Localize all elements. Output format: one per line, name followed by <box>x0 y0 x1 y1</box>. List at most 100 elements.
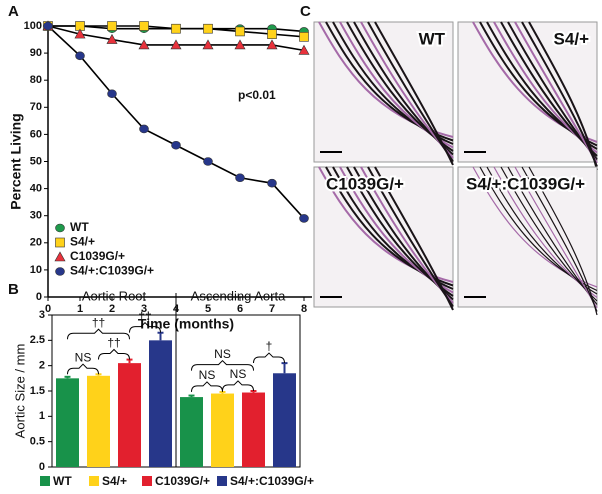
significance-bracket <box>67 363 99 375</box>
elastic-fiber <box>528 166 598 316</box>
image-label: C1039G/+ <box>326 174 404 193</box>
image-label: WT <box>419 29 446 48</box>
marker <box>235 173 245 183</box>
significance-label: †† <box>92 315 105 329</box>
group-label: Aortic Root <box>82 288 147 303</box>
elastic-fiber <box>374 21 454 166</box>
y-tick-label: 10 <box>30 264 42 276</box>
significance-bracket <box>191 381 223 392</box>
micrograph <box>313 21 454 163</box>
significance-label: †† <box>107 336 120 350</box>
y-tick-label: 0.5 <box>30 436 45 448</box>
x-tick-label: 8 <box>301 303 307 315</box>
y-tick-label: 1 <box>39 410 45 422</box>
marker <box>74 28 86 39</box>
marker <box>107 89 117 99</box>
image-panels: WT S4/+ C1039G/+ S4/+:C1039G/+ <box>313 21 598 316</box>
marker <box>75 51 85 61</box>
x-tick-label: 2 <box>109 303 115 315</box>
y-tick-label: 80 <box>30 74 42 86</box>
x-axis-label: Time (months) <box>138 316 234 332</box>
significance-bracket <box>67 328 130 340</box>
y-tick-label: 60 <box>30 128 42 140</box>
panel-label: B <box>8 281 19 298</box>
legend-label: WT <box>70 220 89 234</box>
significance-label: † <box>266 339 273 353</box>
annotation: p<0.01 <box>238 88 276 102</box>
y-axis-label: Aortic Size / mm <box>12 344 27 439</box>
legend-swatch <box>89 476 99 486</box>
marker <box>139 21 149 31</box>
bar <box>242 392 265 467</box>
micrograph <box>313 166 454 308</box>
x-tick-label: 6 <box>237 303 243 315</box>
y-tick-label: 20 <box>30 237 42 249</box>
marker <box>106 33 118 44</box>
marker <box>299 214 309 223</box>
series-line <box>47 25 305 219</box>
y-axis-label: Percent Living <box>8 113 24 209</box>
marker <box>171 140 181 150</box>
marker <box>202 39 214 50</box>
marker <box>234 39 246 50</box>
marker <box>171 23 181 34</box>
marker <box>203 157 213 166</box>
elastic-fiber <box>521 166 598 312</box>
x-tick-label: 5 <box>205 303 211 315</box>
bar <box>149 340 172 467</box>
elastic-fiber <box>514 166 598 309</box>
marker <box>170 39 182 50</box>
panel-label: A <box>8 3 19 20</box>
significance-label: †† <box>138 309 151 323</box>
marker <box>55 223 65 233</box>
legend-label: S4/+:C1039G/+ <box>230 474 314 488</box>
significance-bracket <box>98 348 130 360</box>
elastic-fiber <box>528 21 598 171</box>
legend-label: S4/+ <box>70 235 95 249</box>
significance-label: NS <box>214 347 231 361</box>
bar <box>273 373 296 467</box>
legend-label: C1039G/+ <box>70 249 125 263</box>
x-tick-label: 0 <box>45 303 51 315</box>
marker <box>55 267 65 276</box>
bar <box>87 375 110 467</box>
significance-bracket <box>129 321 161 333</box>
y-tick-label: 1.5 <box>30 385 45 397</box>
micrograph <box>457 166 598 308</box>
y-tick-label: 0 <box>36 291 42 303</box>
marker <box>54 251 66 262</box>
y-tick-label: 0 <box>39 461 45 473</box>
image-label: S4/+:C1039G/+ <box>466 174 585 193</box>
marker <box>266 39 278 50</box>
x-tick-label: 7 <box>269 303 275 315</box>
significance-label: NS <box>199 368 216 382</box>
legend-label: C1039G/+ <box>155 474 210 488</box>
y-tick-label: 2 <box>39 360 45 372</box>
x-tick-label: 3 <box>141 303 147 315</box>
significance-bracket <box>222 380 254 391</box>
elastic-fiber <box>374 166 454 311</box>
y-tick-label: 3 <box>39 309 45 321</box>
marker <box>267 29 277 39</box>
significance-bracket <box>191 359 254 371</box>
y-tick-label: 30 <box>30 210 42 222</box>
elastic-fiber <box>521 21 598 167</box>
legend-label: S4/+ <box>102 474 127 488</box>
bar <box>180 397 203 467</box>
marker <box>203 23 213 34</box>
marker <box>235 26 245 37</box>
y-tick-label: 70 <box>30 101 42 113</box>
y-tick-label: 2.5 <box>30 334 45 346</box>
marker <box>299 32 309 42</box>
significance-label: NS <box>75 350 92 364</box>
group-label: Ascending Aorta <box>191 288 286 303</box>
x-tick-label: 1 <box>77 303 83 315</box>
y-tick-label: 90 <box>30 47 42 59</box>
legend-swatch <box>217 476 227 486</box>
y-tick-label: 50 <box>30 155 42 167</box>
bar <box>56 378 79 467</box>
legend-label: WT <box>53 474 72 488</box>
marker <box>43 21 53 31</box>
panel-label: C <box>300 3 311 20</box>
significance-bracket <box>253 352 285 364</box>
